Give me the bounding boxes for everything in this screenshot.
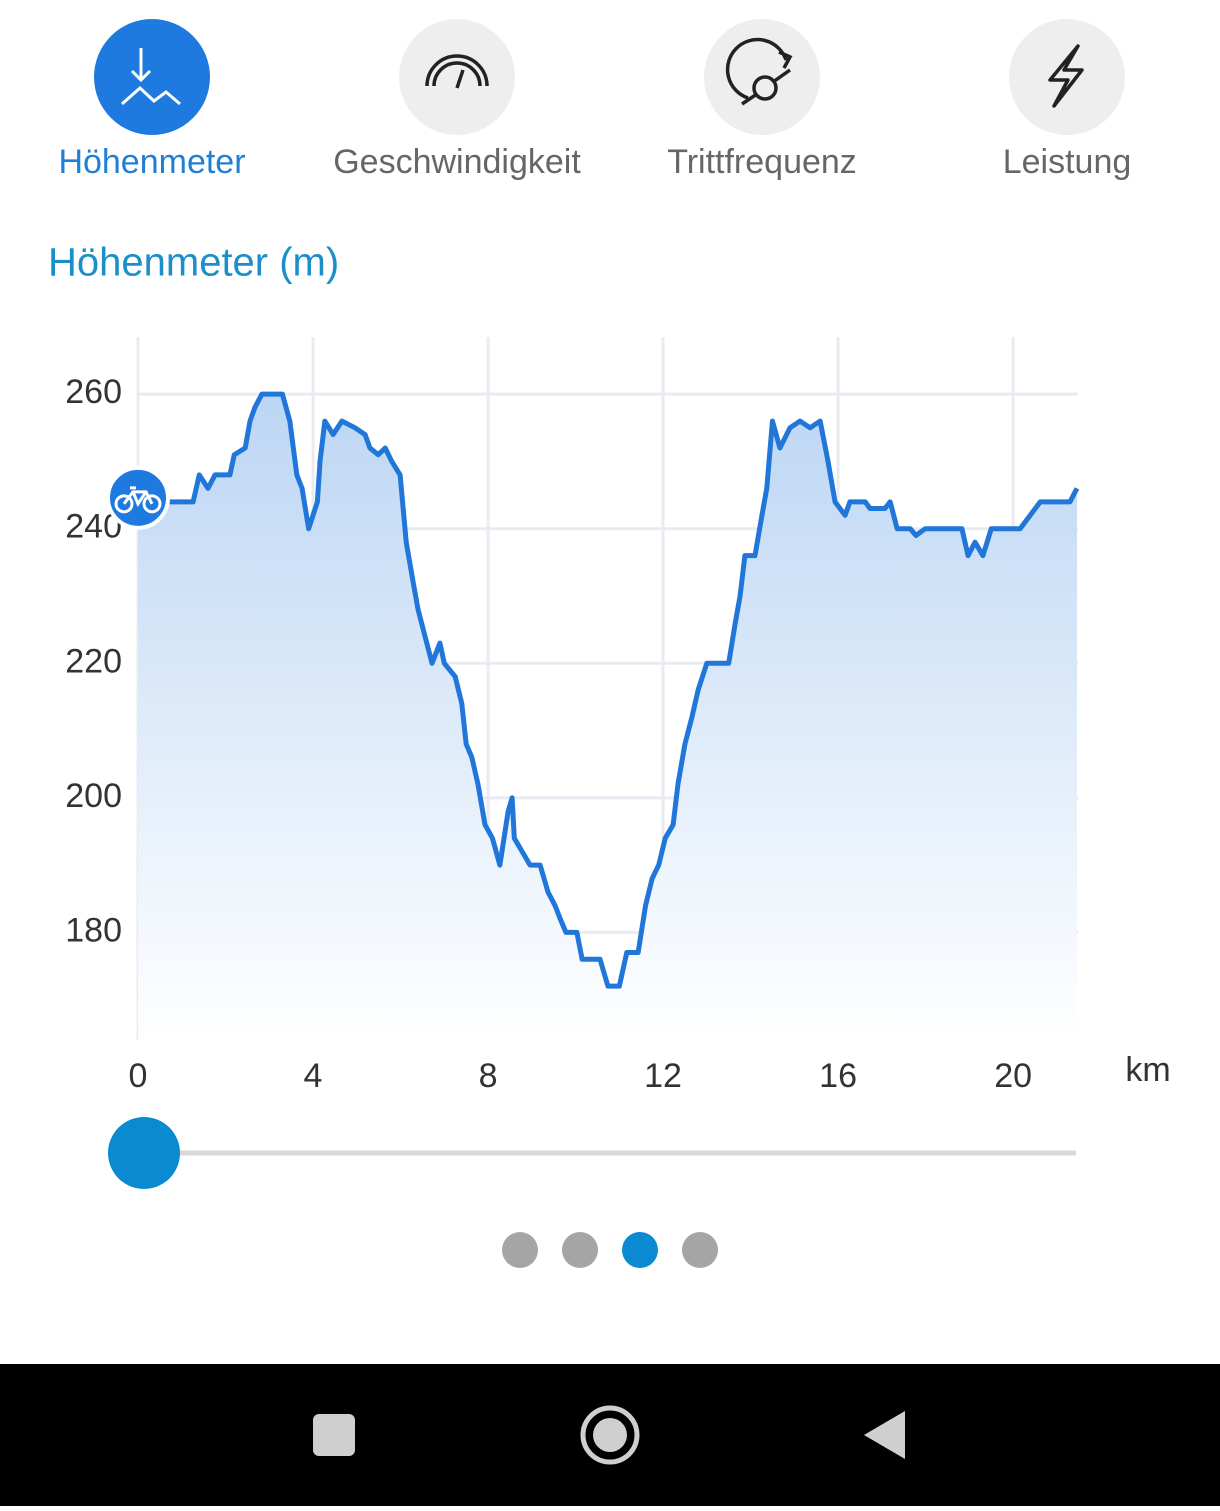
x-tick-label: 16 <box>819 1057 857 1095</box>
tab-icon-bg[interactable] <box>399 19 515 135</box>
home-button[interactable] <box>580 1405 640 1465</box>
x-tick-label: 8 <box>479 1057 498 1095</box>
icon-cadence <box>725 37 793 106</box>
icon-power <box>1048 44 1084 108</box>
tab-label[interactable]: Trittfrequenz <box>667 143 857 181</box>
tab-icon-bg[interactable] <box>94 19 210 135</box>
page-dot[interactable] <box>562 1232 598 1268</box>
y-tick-label: 220 <box>65 642 122 680</box>
x-tick-label: 20 <box>994 1057 1032 1095</box>
page-dot[interactable] <box>622 1232 658 1268</box>
x-tick-label: 0 <box>129 1057 148 1095</box>
y-tick-label: 180 <box>65 911 122 949</box>
x-tick-label: 12 <box>644 1057 682 1095</box>
tab-label[interactable]: Leistung <box>1003 143 1132 181</box>
back-button[interactable] <box>864 1411 905 1459</box>
home-button-dot <box>593 1418 627 1452</box>
recents-button[interactable] <box>313 1414 355 1456</box>
line <box>138 391 1080 989</box>
icon-speed <box>425 54 489 89</box>
tab-icon-bg[interactable] <box>1009 19 1125 135</box>
page-dot[interactable] <box>502 1232 538 1268</box>
tab-label[interactable]: Höhenmeter <box>58 143 245 181</box>
chart-title: Höhenmeter (m) <box>48 241 339 285</box>
tab-label[interactable]: Geschwindigkeit <box>333 143 581 181</box>
y-tick-label: 200 <box>65 777 122 815</box>
x-tick-label: 4 <box>304 1057 323 1095</box>
icon-elevation <box>121 48 181 106</box>
bike-icon <box>114 486 162 514</box>
slider-thumb[interactable] <box>108 1117 180 1189</box>
area <box>138 394 1077 1040</box>
page-dot[interactable] <box>682 1232 718 1268</box>
x-unit-label: km <box>1125 1051 1170 1089</box>
y-tick-label: 260 <box>65 373 122 411</box>
tab-bar: Höhenmeter Geschwindigkeit Trittfrequenz Le… <box>58 19 1131 181</box>
